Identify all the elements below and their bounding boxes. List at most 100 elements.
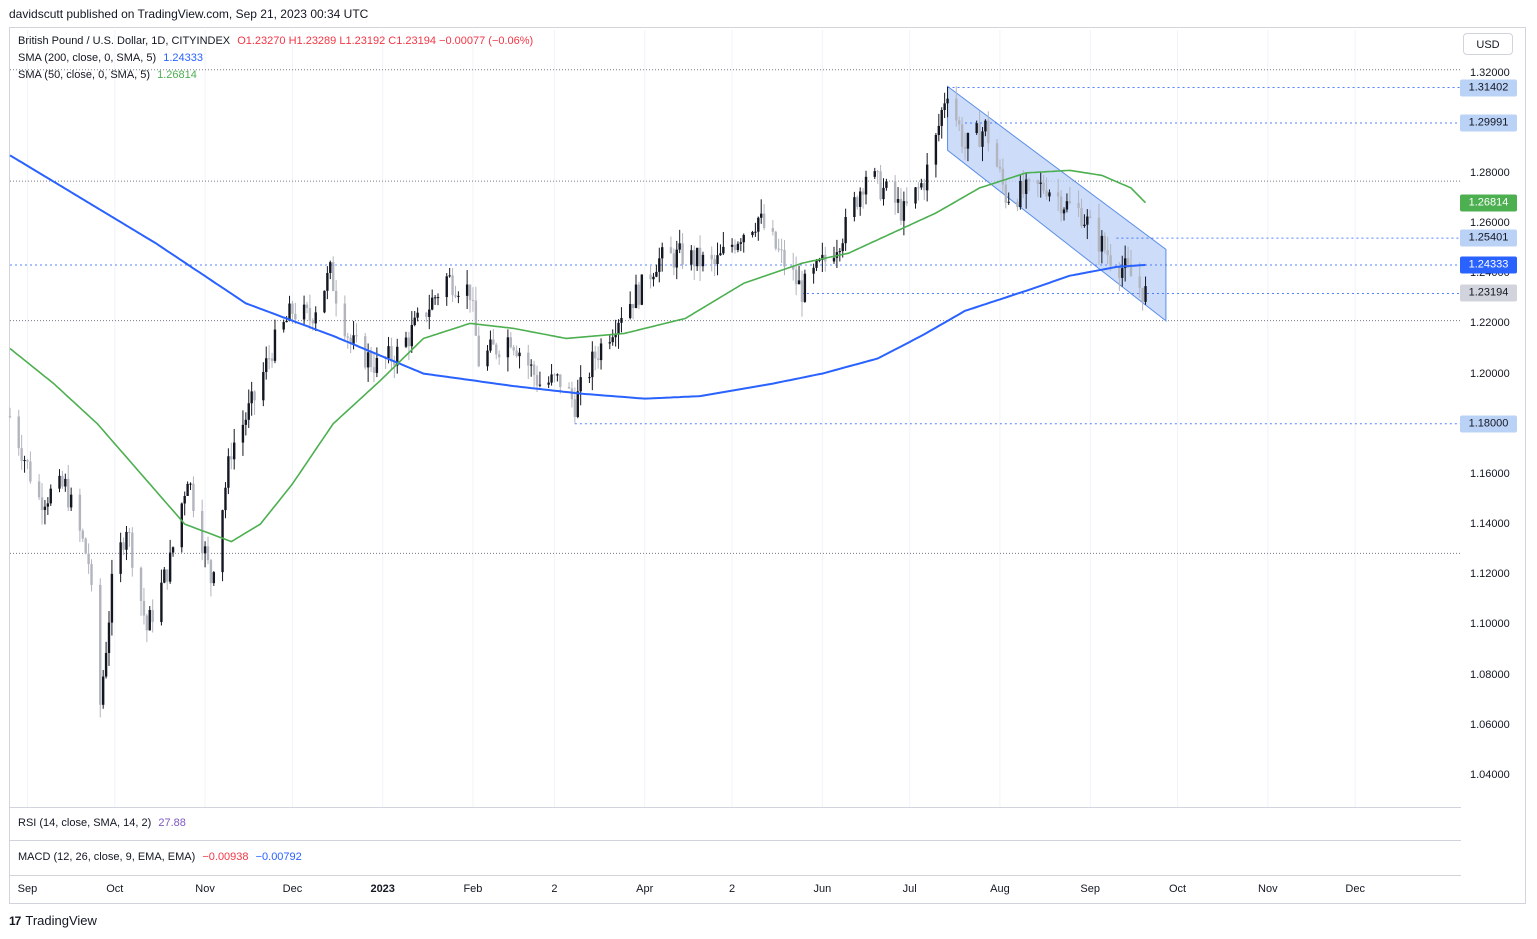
- candle-body: [413, 317, 416, 325]
- candle-body: [547, 382, 550, 385]
- candle-body: [1059, 196, 1063, 214]
- price-tick-label: 1.10000: [1470, 618, 1510, 631]
- candle-body: [192, 483, 195, 512]
- candle-body: [899, 199, 903, 221]
- candle-body: [771, 228, 775, 232]
- candle-body: [1024, 179, 1028, 194]
- candle-body: [331, 262, 335, 291]
- candle-body: [957, 120, 961, 125]
- candle-body: [69, 494, 73, 508]
- candle-body: [675, 249, 678, 268]
- pane-separator-rsi[interactable]: [9, 807, 1461, 808]
- candle-body: [212, 572, 216, 584]
- macd-signal-value: −0.00792: [255, 851, 302, 863]
- candle-body: [352, 335, 355, 344]
- price-tick-label: 1.26000: [1470, 217, 1510, 230]
- candle-body: [861, 191, 865, 195]
- candle-body: [1123, 258, 1127, 269]
- sma200-legend[interactable]: SMA (200, close, 0, SMA, 5) 1.24333: [18, 52, 207, 64]
- candle-body: [902, 201, 906, 221]
- time-tick-label: 2: [729, 883, 736, 895]
- candle-body: [832, 257, 836, 262]
- candle-body: [783, 249, 786, 267]
- price-tick-label: 1.32000: [1470, 66, 1510, 79]
- candle-body: [262, 372, 265, 401]
- time-tick-label: Sep: [17, 883, 38, 895]
- candle-body: [445, 276, 448, 298]
- candle-body: [43, 506, 47, 511]
- candle-body: [841, 243, 844, 252]
- sma50-line: [9, 169, 1147, 543]
- candle-body: [690, 250, 693, 265]
- candle-body: [762, 213, 766, 229]
- candle-body: [966, 133, 970, 149]
- time-tick-label: Jul: [902, 883, 917, 895]
- candle-body: [774, 231, 777, 249]
- candle-body: [1141, 287, 1144, 302]
- candle-body: [617, 322, 620, 335]
- candle-body: [23, 460, 26, 462]
- price-tick-label: 1.22000: [1470, 317, 1510, 330]
- candle-body: [104, 652, 108, 677]
- sma200-line: [9, 154, 1146, 400]
- time-tick-label: Nov: [195, 883, 215, 895]
- pane-separator-macd[interactable]: [9, 840, 1461, 841]
- candle-body: [710, 254, 713, 260]
- price-badge-level: 1.31402: [1460, 79, 1517, 97]
- tradingview-brand[interactable]: 17 TradingView: [9, 913, 97, 928]
- candle-body: [923, 183, 926, 191]
- candle-body: [346, 336, 349, 338]
- candle-body: [658, 258, 661, 272]
- candle-body: [722, 246, 725, 254]
- candle-body: [387, 346, 390, 359]
- candle-body: [1126, 258, 1130, 265]
- time-tick-label: 2023: [370, 883, 395, 895]
- candle-body: [451, 275, 454, 296]
- candle-body: [1083, 224, 1086, 227]
- candle-body: [410, 324, 414, 347]
- symbol-legend[interactable]: British Pound / U.S. Dollar, 1D, CITYIND…: [18, 35, 537, 47]
- candle-body: [142, 600, 146, 616]
- candle-body: [960, 124, 964, 147]
- candle-body: [844, 216, 847, 244]
- candle-body: [311, 320, 315, 324]
- candle-body: [40, 497, 44, 511]
- price-badge-sma50: 1.26814: [1460, 194, 1517, 212]
- price-tick-label: 1.20000: [1470, 367, 1510, 380]
- macd-legend[interactable]: MACD (12, 26, close, 9, EMA, EMA) −0.009…: [18, 851, 306, 863]
- candle-body: [1121, 268, 1124, 278]
- candle-body: [1039, 182, 1042, 184]
- candle-body: [253, 391, 256, 401]
- candle-body: [573, 399, 577, 417]
- candle-body: [859, 191, 862, 207]
- rsi-label: RSI (14, close, SMA, 14, 2): [18, 817, 152, 829]
- candle-body: [1016, 201, 1019, 208]
- candle-body: [661, 247, 664, 259]
- candle-body: [893, 181, 897, 203]
- currency-button[interactable]: USD: [1463, 33, 1513, 55]
- rsi-legend[interactable]: RSI (14, close, SMA, 14, 2) 27.88: [18, 817, 190, 829]
- price-tick-label: 1.16000: [1470, 467, 1510, 480]
- candle-body: [224, 487, 227, 511]
- candle-body: [934, 134, 938, 165]
- candle-body: [416, 312, 419, 318]
- candle-body: [334, 290, 338, 304]
- candle-body: [920, 183, 923, 188]
- sma50-legend[interactable]: SMA (50, close, 0, SMA, 5) 1.26814: [18, 69, 201, 81]
- candle-body: [733, 244, 737, 251]
- chart-frame[interactable]: [9, 27, 1526, 904]
- candle-body: [314, 312, 317, 324]
- candle-body: [570, 388, 574, 400]
- candle-body: [267, 358, 271, 360]
- candle-body: [873, 171, 876, 177]
- price-tick-label: 1.04000: [1470, 768, 1510, 781]
- candle-body: [1062, 209, 1066, 214]
- candle-body: [288, 303, 291, 321]
- candle-body: [631, 304, 635, 309]
- candle-body: [29, 461, 32, 482]
- candle-body: [818, 259, 821, 261]
- candle-body: [995, 143, 999, 167]
- candle-body: [594, 351, 597, 359]
- candle-body: [1097, 217, 1101, 252]
